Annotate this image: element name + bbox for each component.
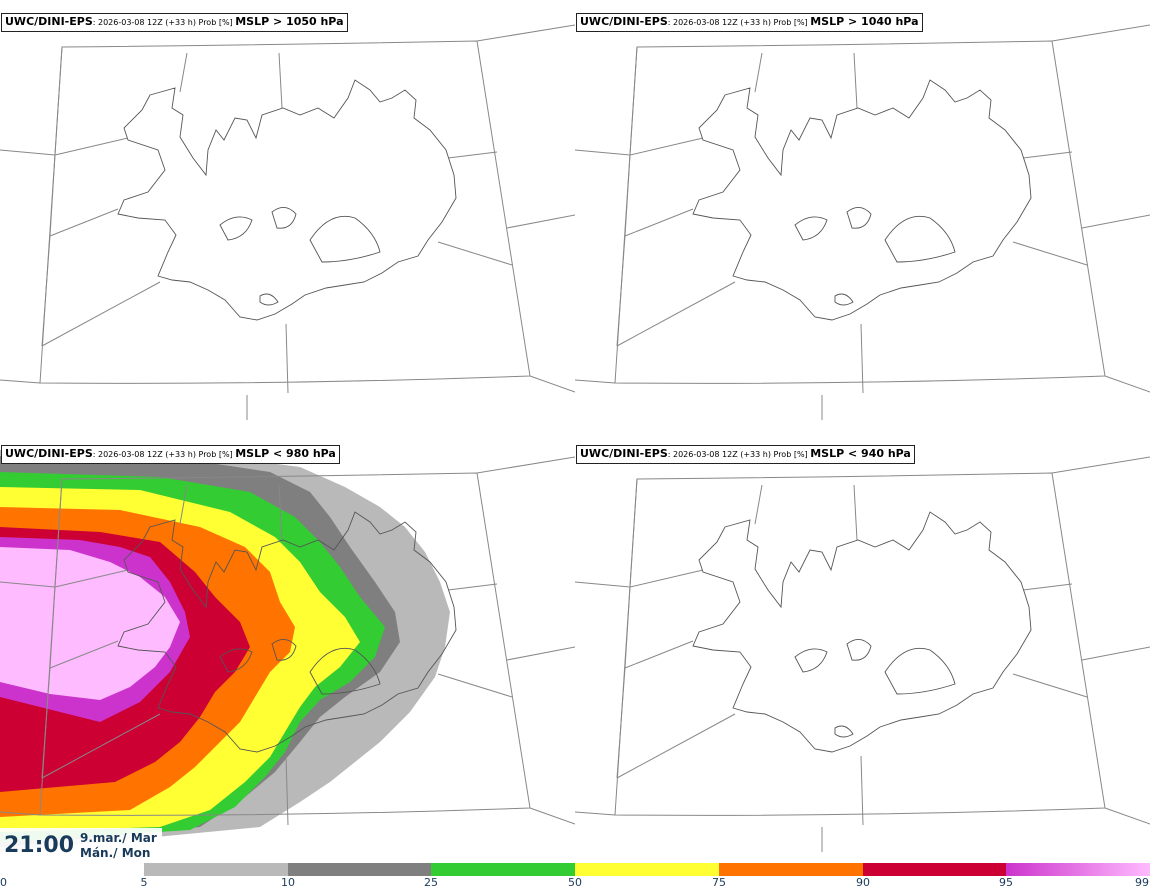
map-canvas (0, 450, 575, 852)
legend-tick-label: 50 (568, 876, 582, 889)
map-canvas (575, 24, 1150, 420)
map-canvas (0, 24, 575, 420)
legend-color-bar (1006, 863, 1150, 876)
panel-title: UWC/DINI-EPS: 2026-03-08 12Z (+33 h) Pro… (576, 445, 915, 464)
iceland-coastline (117, 79, 457, 321)
legend-tick-label: 99 (1135, 876, 1149, 889)
legend-tick-label: 5 (140, 876, 148, 889)
iceland-coastline (692, 511, 1032, 753)
run-meta: : 2026-03-08 12Z (+33 h) Prob [%] (92, 450, 236, 459)
probability-legend: 0 5 10 25 50 75 90 95 99 (0, 862, 1150, 891)
legend-tick-label: 95 (999, 876, 1013, 889)
lat-lon-grid (0, 24, 575, 420)
legend-color-bar (719, 863, 863, 876)
model-name: UWC/DINI-EPS (5, 447, 93, 460)
legend-color-bar (575, 863, 719, 876)
product-name: MSLP > 1050 hPa (235, 15, 344, 28)
legend-color-bar (431, 863, 575, 876)
valid-time-box: 21:00 9.mar./ Mar Mán./ Mon (0, 828, 162, 862)
product-name: MSLP < 940 hPa (810, 447, 911, 460)
run-meta: : 2026-03-08 12Z (+33 h) Prob [%] (667, 18, 811, 27)
map-canvas (575, 456, 1150, 852)
prob-band-99 (0, 547, 180, 700)
legend-tick-label: 10 (281, 876, 295, 889)
panel-title: UWC/DINI-EPS: 2026-03-08 12Z (+33 h) Pro… (576, 13, 923, 32)
panel-title: UWC/DINI-EPS: 2026-03-08 12Z (+33 h) Pro… (1, 13, 348, 32)
panel-title: UWC/DINI-EPS: 2026-03-08 12Z (+33 h) Pro… (1, 445, 340, 464)
probability-field (0, 450, 450, 852)
iceland-coastline (692, 79, 1032, 321)
valid-date-line2: Mán./ Mon (80, 846, 151, 860)
map-panel-mslp-lt-980: UWC/DINI-EPS: 2026-03-08 12Z (+33 h) Pro… (0, 432, 575, 862)
model-name: UWC/DINI-EPS (580, 447, 668, 460)
iceland-coastline (117, 511, 457, 753)
model-name: UWC/DINI-EPS (5, 15, 93, 28)
product-name: MSLP > 1040 hPa (810, 15, 919, 28)
legend-color-bar (144, 863, 288, 876)
legend-tick-label: 25 (424, 876, 438, 889)
legend-color-bar (863, 863, 1006, 876)
lat-lon-grid (575, 456, 1150, 852)
legend-tick-label: 90 (856, 876, 870, 889)
lat-lon-grid (575, 24, 1150, 420)
model-name: UWC/DINI-EPS (580, 15, 668, 28)
legend-tick-label: 75 (712, 876, 726, 889)
legend-color-bar (288, 863, 431, 876)
legend-tick-label: 0 (0, 876, 7, 889)
map-panel-mslp-lt-940: UWC/DINI-EPS: 2026-03-08 12Z (+33 h) Pro… (575, 432, 1150, 862)
run-meta: : 2026-03-08 12Z (+33 h) Prob [%] (92, 18, 236, 27)
map-panel-mslp-gt-1050: UWC/DINI-EPS: 2026-03-08 12Z (+33 h) Pro… (0, 0, 575, 430)
legend-color-bar (0, 863, 144, 876)
map-panel-mslp-gt-1040: UWC/DINI-EPS: 2026-03-08 12Z (+33 h) Pro… (575, 0, 1150, 430)
lat-lon-grid (0, 456, 575, 826)
valid-time-clock: 21:00 (4, 833, 75, 858)
product-name: MSLP < 980 hPa (235, 447, 336, 460)
valid-date-line1: 9.mar./ Mar (80, 831, 157, 845)
run-meta: : 2026-03-08 12Z (+33 h) Prob [%] (667, 450, 811, 459)
